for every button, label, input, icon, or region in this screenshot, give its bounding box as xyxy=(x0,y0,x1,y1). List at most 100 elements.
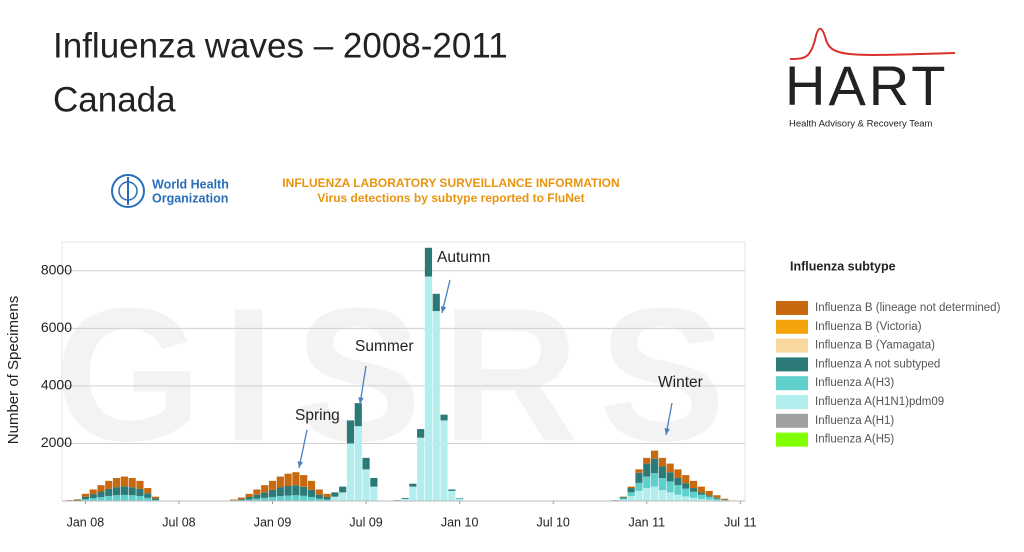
bar-segment xyxy=(682,483,690,489)
bar-segment xyxy=(81,493,89,497)
bar-segment xyxy=(362,469,370,501)
bar-segment xyxy=(370,486,378,501)
bar-segment xyxy=(417,437,425,501)
bar-segment xyxy=(650,473,659,487)
bar-segment xyxy=(635,469,643,473)
bar-segment xyxy=(136,488,144,496)
legend-label: Influenza A(H5) xyxy=(815,434,894,446)
bar-segment xyxy=(253,494,261,499)
bar-segment xyxy=(440,420,448,501)
bar-segment xyxy=(697,494,705,499)
y-axis-label: Number of Specimens xyxy=(5,296,22,444)
legend-swatch xyxy=(776,432,808,447)
bar-segment xyxy=(331,492,339,497)
bar-segment xyxy=(689,491,698,498)
bar-segment xyxy=(682,496,690,501)
bar-segment xyxy=(81,499,89,501)
annotation-arrowhead xyxy=(440,306,447,313)
y-tick-label: 2000 xyxy=(41,434,72,450)
bar-segment xyxy=(307,496,316,501)
bar-segment xyxy=(136,495,144,501)
annotation-arrowhead xyxy=(297,461,303,468)
bar-segment xyxy=(619,498,627,500)
bar-segment xyxy=(619,499,627,501)
logo-name: HART xyxy=(785,54,948,117)
bar-segment xyxy=(81,496,89,500)
bar-segment xyxy=(362,457,370,470)
bar-segment xyxy=(409,483,417,487)
bar-segment xyxy=(74,499,82,501)
bar-segment xyxy=(689,497,698,501)
legend-swatch xyxy=(776,301,808,315)
bar-segment xyxy=(307,480,316,490)
bar-segment xyxy=(128,487,136,496)
bar-segment xyxy=(432,293,440,312)
bar-segment xyxy=(432,311,440,501)
legend-label: Influenza A(H1N1)pdm09 xyxy=(815,396,944,408)
bar-segment xyxy=(112,495,121,501)
bar-segment xyxy=(448,490,456,501)
bar-segment xyxy=(151,498,160,500)
bar-segment xyxy=(253,498,261,501)
bar-segment xyxy=(339,492,347,501)
bar-segment xyxy=(697,498,705,501)
bar-segment xyxy=(112,487,121,496)
bar-segment xyxy=(229,500,238,501)
bar-segment xyxy=(682,475,690,484)
bar-segment xyxy=(627,486,635,489)
x-tick-label: Jan 10 xyxy=(441,515,479,529)
bar-segment xyxy=(643,476,651,489)
x-tick-label: Jan 09 xyxy=(254,515,292,529)
legend-label: Influenza B (lineage not determined) xyxy=(815,302,1001,314)
bar-segment xyxy=(136,480,144,489)
bar-segment xyxy=(424,276,433,501)
bar-segment xyxy=(323,499,331,501)
x-tick-label: Jul 10 xyxy=(537,515,570,529)
bar-segment xyxy=(448,489,456,491)
legend-swatch xyxy=(776,338,808,353)
bar-segment xyxy=(658,457,666,467)
bar-segment xyxy=(151,499,160,501)
bar-segment xyxy=(292,485,300,496)
bar-segment xyxy=(674,469,682,478)
bar-segment xyxy=(105,480,113,489)
x-tick-label: Jul 11 xyxy=(724,515,756,529)
watermark: GISRS xyxy=(54,269,745,481)
bar-segment xyxy=(315,489,323,495)
y-tick-label: 6000 xyxy=(41,319,72,335)
bar-segment xyxy=(89,494,97,499)
bar-segment xyxy=(713,498,721,501)
bar-segment xyxy=(97,491,105,498)
bar-segment xyxy=(89,498,97,501)
bar-segment xyxy=(268,489,277,497)
bar-segment xyxy=(261,497,269,501)
bar-segment xyxy=(643,457,651,464)
bar-segment xyxy=(635,472,643,483)
bar-segment xyxy=(713,497,721,499)
annotation: Spring xyxy=(295,407,340,424)
bar-segment xyxy=(300,486,308,496)
bar-segment xyxy=(300,495,308,501)
bar-segment xyxy=(658,466,666,478)
bar-segment xyxy=(128,495,136,501)
bar-segment xyxy=(713,495,721,498)
bar-segment xyxy=(354,426,362,501)
bar-segment xyxy=(697,486,705,493)
legend-swatch xyxy=(776,357,808,372)
legend-swatch xyxy=(776,376,808,391)
legend-title: Influenza subtype xyxy=(790,259,896,273)
bar-segment xyxy=(643,488,651,501)
bar-segment xyxy=(705,495,713,497)
bar-segment xyxy=(229,499,238,501)
bar-segment xyxy=(705,490,713,496)
bar-segment xyxy=(666,472,674,482)
bar-segment xyxy=(105,495,113,501)
bar-segment xyxy=(112,477,121,488)
legend-label: Influenza A(H1) xyxy=(815,415,894,427)
legend-swatch xyxy=(776,413,808,428)
hart-logo: HART Health Advisory & Recovery Team xyxy=(785,27,956,130)
annotation: Autumn xyxy=(437,249,490,266)
legend-label: Influenza B (Yamagata) xyxy=(815,340,935,352)
bar-segment xyxy=(97,485,105,492)
